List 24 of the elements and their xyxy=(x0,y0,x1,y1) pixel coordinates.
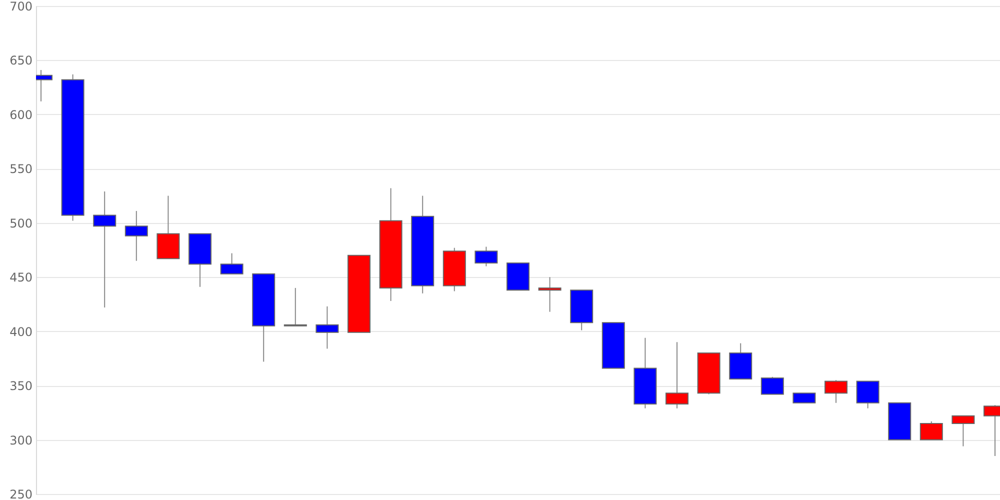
candlestick xyxy=(760,376,784,395)
y-tick-label: 550 xyxy=(10,162,32,176)
candlestick xyxy=(856,380,880,409)
candlestick xyxy=(124,210,148,262)
candlestick xyxy=(952,415,975,447)
y-tick-label: 500 xyxy=(10,216,32,230)
candlestick xyxy=(666,342,688,409)
y-tick-label: 700 xyxy=(10,0,32,14)
y-tick-label: 650 xyxy=(10,54,32,68)
candlestick xyxy=(920,420,943,440)
candlestick xyxy=(538,276,562,312)
candlestick xyxy=(284,287,307,326)
candlestick xyxy=(220,252,244,274)
y-tick-label: 400 xyxy=(10,324,32,339)
y-tick-label: 250 xyxy=(10,488,32,500)
candlestick xyxy=(792,392,816,404)
candlestick xyxy=(93,190,116,308)
y-tick-label: 300 xyxy=(10,433,32,448)
candlestick xyxy=(316,306,339,350)
y-tick-label: 450 xyxy=(10,270,32,285)
y-tick-label: 350 xyxy=(10,379,32,394)
candlestick xyxy=(824,380,848,404)
candlestick xyxy=(474,246,498,267)
y-tick-label: 600 xyxy=(10,108,32,122)
